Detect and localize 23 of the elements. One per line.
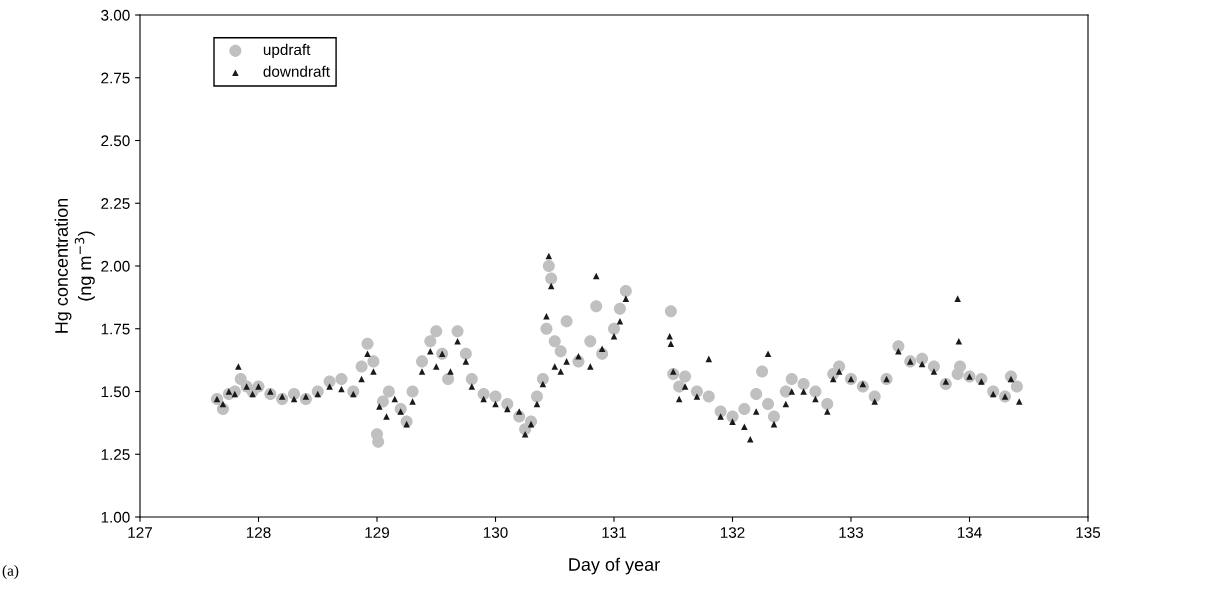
y-tick-label: 1.00 [101, 511, 130, 523]
y-tick-label: 3.00 [101, 9, 130, 21]
y-tick-label: 2.75 [101, 72, 130, 84]
x-axis-title: Day of year [569, 557, 660, 575]
y-tick-label: 1.25 [101, 449, 130, 460]
x-tick-label: 133 [839, 527, 864, 538]
x-tick-label: 132 [720, 527, 745, 538]
text: (a) [2, 565, 19, 579]
x-tick-label: 127 [128, 527, 152, 538]
x-tick-label: 130 [483, 527, 508, 538]
x-tick-label: 131 [602, 527, 626, 538]
x-tick-label: 128 [246, 527, 271, 538]
x-tick-label: 135 [1076, 527, 1101, 538]
y-tick-label: 2.50 [101, 135, 130, 147]
legend-label: updraft [263, 43, 311, 59]
y-axis-title: Hg concentration (ng m$^{−3}$) [54, 198, 95, 333]
y-tick-label: 2.25 [101, 198, 130, 209]
legend-label: downdraft [263, 65, 330, 77]
y-tick-label: 2.00 [101, 260, 130, 272]
x-tick-label: 129 [365, 527, 390, 538]
x-tick-label: 134 [957, 527, 982, 538]
y-tick-label: 1.75 [101, 323, 130, 335]
y-tick-label: 1.50 [101, 386, 130, 398]
